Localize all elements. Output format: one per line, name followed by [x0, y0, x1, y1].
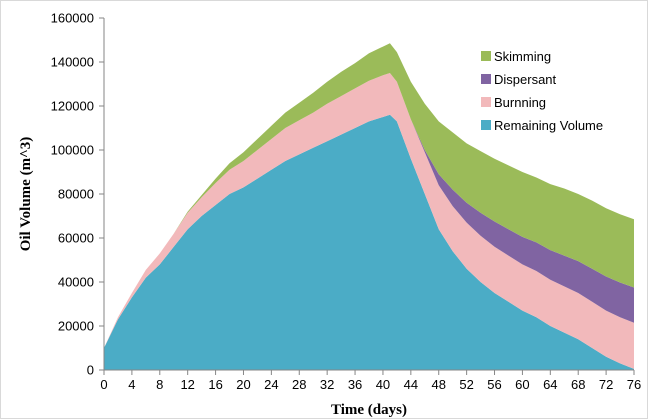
- area-skimming: [104, 43, 634, 349]
- y-tick-label: 80000: [58, 187, 94, 202]
- x-tick-label: 24: [264, 377, 278, 392]
- legend: Skimming Dispersant Burnning Remaining Volu…: [481, 49, 603, 133]
- legend-label-dispersant: Dispersant: [494, 72, 557, 87]
- y-tick-label: 0: [87, 363, 94, 378]
- x-tick-label: 72: [599, 377, 613, 392]
- y-tick-label: 100000: [51, 143, 94, 158]
- x-tick-label: 76: [627, 377, 641, 392]
- legend-swatch-skimming: [481, 51, 491, 61]
- legend-label-burnning: Burnning: [494, 95, 546, 110]
- x-tick-label: 8: [156, 377, 163, 392]
- x-tick-label: 64: [543, 377, 557, 392]
- y-tick-label: 60000: [58, 231, 94, 246]
- x-tick-label: 20: [236, 377, 250, 392]
- x-tick-label: 28: [292, 377, 306, 392]
- x-tick-label: 16: [208, 377, 222, 392]
- x-tick-labels: 0 4 8 12 16 20 24 28 32 36 40 44 48 52 56 60 64 68 72 76: [100, 370, 641, 392]
- area-remaining-volume: [104, 114, 634, 370]
- legend-swatch-dispersant: [481, 74, 491, 84]
- y-tick-label: 140000: [51, 55, 94, 70]
- y-tick-label: 160000: [51, 11, 94, 26]
- legend-label-remaining-volume: Remaining Volume: [494, 118, 603, 133]
- y-tick-labels: 0 20000 40000 60000 80000 100000 120000 140000 1…: [51, 11, 104, 378]
- legend-swatch-remaining-volume: [481, 120, 491, 130]
- y-axis-title: Oil Volume (m^3): [18, 137, 34, 252]
- legend-label-skimming: Skimming: [494, 49, 551, 64]
- x-axis-title: Time (days): [331, 402, 407, 418]
- x-tick-label: 52: [459, 377, 473, 392]
- x-tick-label: 40: [376, 377, 390, 392]
- x-tick-label: 32: [320, 377, 334, 392]
- y-tick-label: 120000: [51, 99, 94, 114]
- legend-swatch-burnning: [481, 97, 491, 107]
- y-tick-label: 40000: [58, 275, 94, 290]
- x-tick-label: 68: [571, 377, 585, 392]
- x-tick-label: 36: [348, 377, 362, 392]
- x-tick-label: 48: [432, 377, 446, 392]
- series-areas: [104, 43, 634, 370]
- y-tick-label: 20000: [58, 319, 94, 334]
- x-tick-label: 4: [128, 377, 135, 392]
- x-tick-label: 56: [487, 377, 501, 392]
- x-tick-label: 44: [404, 377, 418, 392]
- area-burnning: [104, 73, 634, 369]
- x-tick-label: 0: [100, 377, 107, 392]
- x-tick-label: 60: [515, 377, 529, 392]
- x-tick-label: 12: [180, 377, 194, 392]
